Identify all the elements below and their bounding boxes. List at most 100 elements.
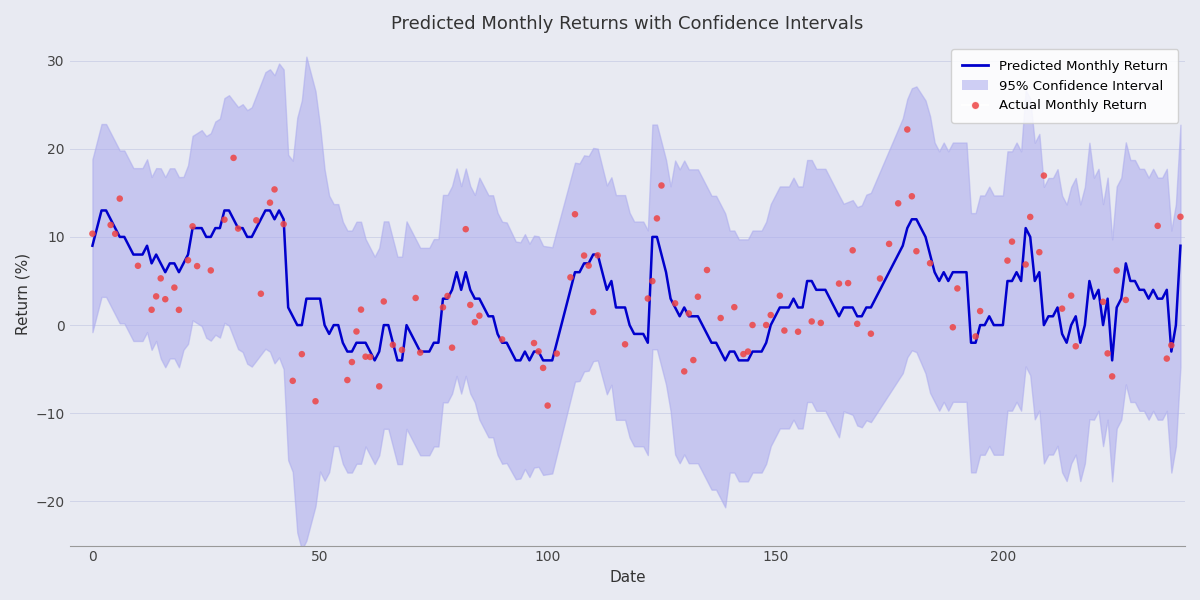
Point [374, 296, 394, 306]
Point [1103, 371, 1122, 381]
Point [142, 305, 161, 314]
Point [274, 220, 293, 229]
Point [652, 181, 671, 190]
Point [169, 305, 188, 314]
Point [293, 349, 312, 359]
Point [128, 261, 148, 271]
X-axis label: Date: Date [610, 570, 646, 585]
Point [829, 279, 848, 289]
Point [443, 343, 462, 352]
Point [998, 256, 1018, 265]
Point [802, 317, 821, 326]
Point [666, 299, 685, 308]
Point [743, 320, 762, 330]
Point [360, 352, 379, 362]
Point [898, 125, 917, 134]
Point [788, 327, 808, 337]
Point [1030, 247, 1049, 257]
Y-axis label: Return (%): Return (%) [14, 253, 30, 335]
Point [110, 194, 130, 203]
Point [902, 191, 922, 201]
Point [547, 349, 566, 358]
Point [370, 382, 389, 391]
Point [260, 198, 280, 208]
Point [575, 251, 594, 260]
Point [1093, 297, 1112, 307]
Point [342, 357, 361, 367]
Point [971, 306, 990, 316]
Point [697, 265, 716, 275]
Point [580, 261, 599, 271]
Point [461, 300, 480, 310]
Point [588, 251, 607, 260]
Point [1108, 266, 1127, 275]
Point [847, 319, 866, 329]
Point [101, 220, 120, 230]
Point [146, 292, 166, 301]
Point [106, 229, 125, 239]
Point [689, 292, 708, 302]
Point [712, 313, 731, 323]
Point [862, 329, 881, 338]
Point [1002, 237, 1021, 247]
Point [466, 317, 485, 327]
Point [647, 214, 666, 223]
Point [920, 259, 940, 268]
Point [83, 229, 102, 238]
Point [1116, 295, 1135, 305]
Point [469, 311, 488, 320]
Point [524, 338, 544, 348]
Point [224, 153, 244, 163]
Point [880, 239, 899, 248]
Point [761, 310, 780, 320]
Point [202, 266, 221, 275]
Point [643, 277, 662, 286]
Point [151, 274, 170, 283]
Point [674, 367, 694, 376]
Point [438, 291, 457, 301]
Point [492, 335, 511, 344]
Point [948, 284, 967, 293]
Point [347, 326, 366, 336]
Point [560, 272, 580, 282]
Point [265, 185, 284, 194]
Point [337, 375, 356, 385]
Point [1034, 171, 1054, 181]
Point [251, 289, 270, 299]
Legend: Predicted Monthly Return, 95% Confidence Interval, Actual Monthly Return: Predicted Monthly Return, 95% Confidence… [952, 49, 1178, 123]
Point [1171, 212, 1190, 221]
Point [182, 221, 202, 231]
Point [352, 305, 371, 314]
Point [1162, 340, 1181, 350]
Point [725, 302, 744, 312]
Title: Predicted Monthly Returns with Confidence Intervals: Predicted Monthly Returns with Confidenc… [391, 15, 864, 33]
Point [1021, 212, 1040, 222]
Point [888, 199, 907, 208]
Point [1016, 260, 1036, 269]
Point [164, 283, 184, 292]
Point [684, 355, 703, 365]
Point [383, 340, 402, 350]
Point [734, 349, 754, 359]
Point [966, 332, 985, 341]
Point [1148, 221, 1168, 230]
Point [1098, 349, 1117, 358]
Point [228, 224, 247, 233]
Point [392, 345, 412, 355]
Point [406, 293, 425, 303]
Point [156, 295, 175, 304]
Point [356, 352, 376, 361]
Point [770, 291, 790, 301]
Point [738, 347, 757, 356]
Point [179, 256, 198, 265]
Point [1157, 354, 1176, 364]
Point [616, 340, 635, 349]
Point [410, 348, 430, 358]
Point [844, 245, 863, 255]
Point [565, 209, 584, 219]
Point [215, 215, 234, 224]
Point [839, 278, 858, 288]
Point [529, 347, 548, 356]
Point [907, 247, 926, 256]
Point [1052, 304, 1072, 313]
